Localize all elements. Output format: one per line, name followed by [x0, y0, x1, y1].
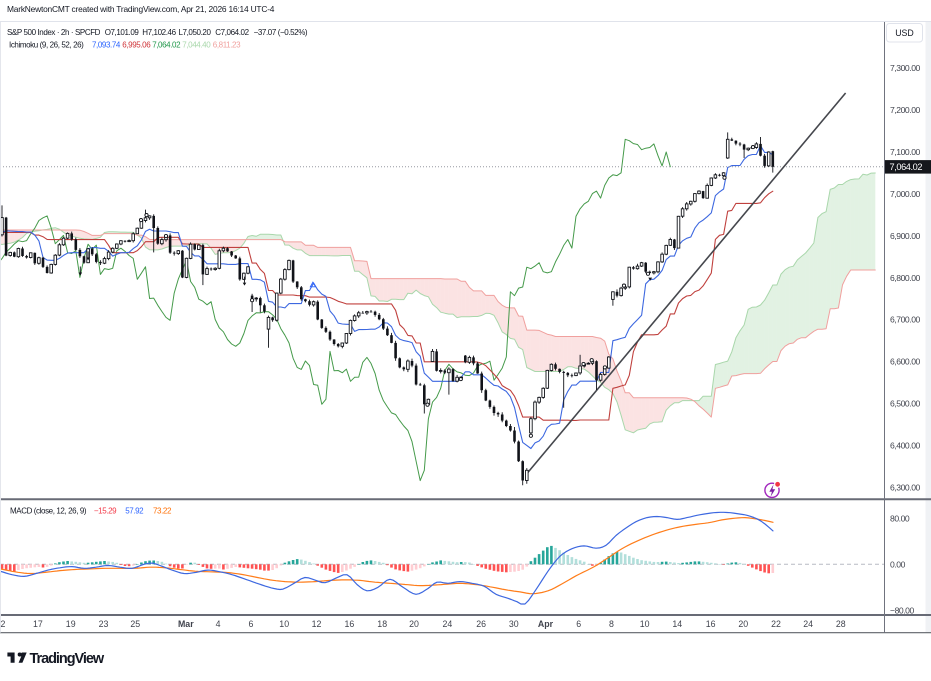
svg-text:18: 18 — [377, 619, 387, 629]
svg-text:6: 6 — [248, 619, 253, 629]
svg-text:10: 10 — [279, 619, 289, 629]
svg-text:7,064.02: 7,064.02 — [890, 162, 923, 172]
svg-text:MarkNewtonCMT created with Tra: MarkNewtonCMT created with TradingView.c… — [7, 4, 275, 14]
svg-text:7,200.00: 7,200.00 — [890, 105, 921, 115]
svg-text:−80.00: −80.00 — [890, 606, 914, 616]
svg-text:16: 16 — [345, 619, 355, 629]
svg-text:28: 28 — [836, 619, 846, 629]
svg-text:6,400.00: 6,400.00 — [890, 441, 921, 451]
svg-text:6,600.00: 6,600.00 — [890, 357, 921, 367]
svg-text:Ichimoku (9, 26, 52, 26)7,093.: Ichimoku (9, 26, 52, 26) 7,093.74 6,995.06… — [9, 41, 241, 50]
svg-text:7,100.00: 7,100.00 — [890, 147, 921, 157]
svg-text:24: 24 — [803, 619, 813, 629]
svg-text:MACD (close, 12, 26, 9)−15.295: MACD (close, 12, 26, 9) −15.29 57.92 73.22 — [10, 507, 172, 516]
svg-text:6,300.00: 6,300.00 — [890, 483, 921, 493]
svg-text:Apr: Apr — [538, 619, 554, 629]
svg-text:14: 14 — [672, 619, 682, 629]
svg-text:6,700.00: 6,700.00 — [890, 315, 921, 325]
svg-text:6: 6 — [576, 619, 581, 629]
svg-text:7,000.00: 7,000.00 — [890, 189, 921, 199]
svg-text:24: 24 — [443, 619, 453, 629]
svg-text:80.00: 80.00 — [890, 513, 910, 523]
svg-text:22: 22 — [771, 619, 781, 629]
svg-text:30: 30 — [509, 619, 519, 629]
svg-text:7,300.00: 7,300.00 — [890, 63, 921, 73]
svg-text:10: 10 — [640, 619, 650, 629]
svg-text:0.00: 0.00 — [890, 560, 906, 570]
svg-text:8: 8 — [609, 619, 614, 629]
svg-text:4: 4 — [216, 619, 221, 629]
svg-text:6,500.00: 6,500.00 — [890, 399, 921, 409]
svg-text:16: 16 — [706, 619, 716, 629]
svg-text:20: 20 — [409, 619, 419, 629]
svg-text:TradingView: TradingView — [30, 651, 105, 667]
svg-text:6,900.00: 6,900.00 — [890, 231, 921, 241]
svg-text:6,800.00: 6,800.00 — [890, 273, 921, 283]
svg-text:17: 17 — [33, 619, 43, 629]
svg-text:19: 19 — [66, 619, 76, 629]
svg-text:Mar: Mar — [178, 619, 194, 629]
svg-text:12: 12 — [312, 619, 322, 629]
svg-text:26: 26 — [476, 619, 486, 629]
svg-text:20: 20 — [738, 619, 748, 629]
svg-text:25: 25 — [130, 619, 140, 629]
svg-text:2: 2 — [1, 619, 6, 629]
svg-text:23: 23 — [99, 619, 109, 629]
svg-text:USD: USD — [895, 28, 914, 38]
